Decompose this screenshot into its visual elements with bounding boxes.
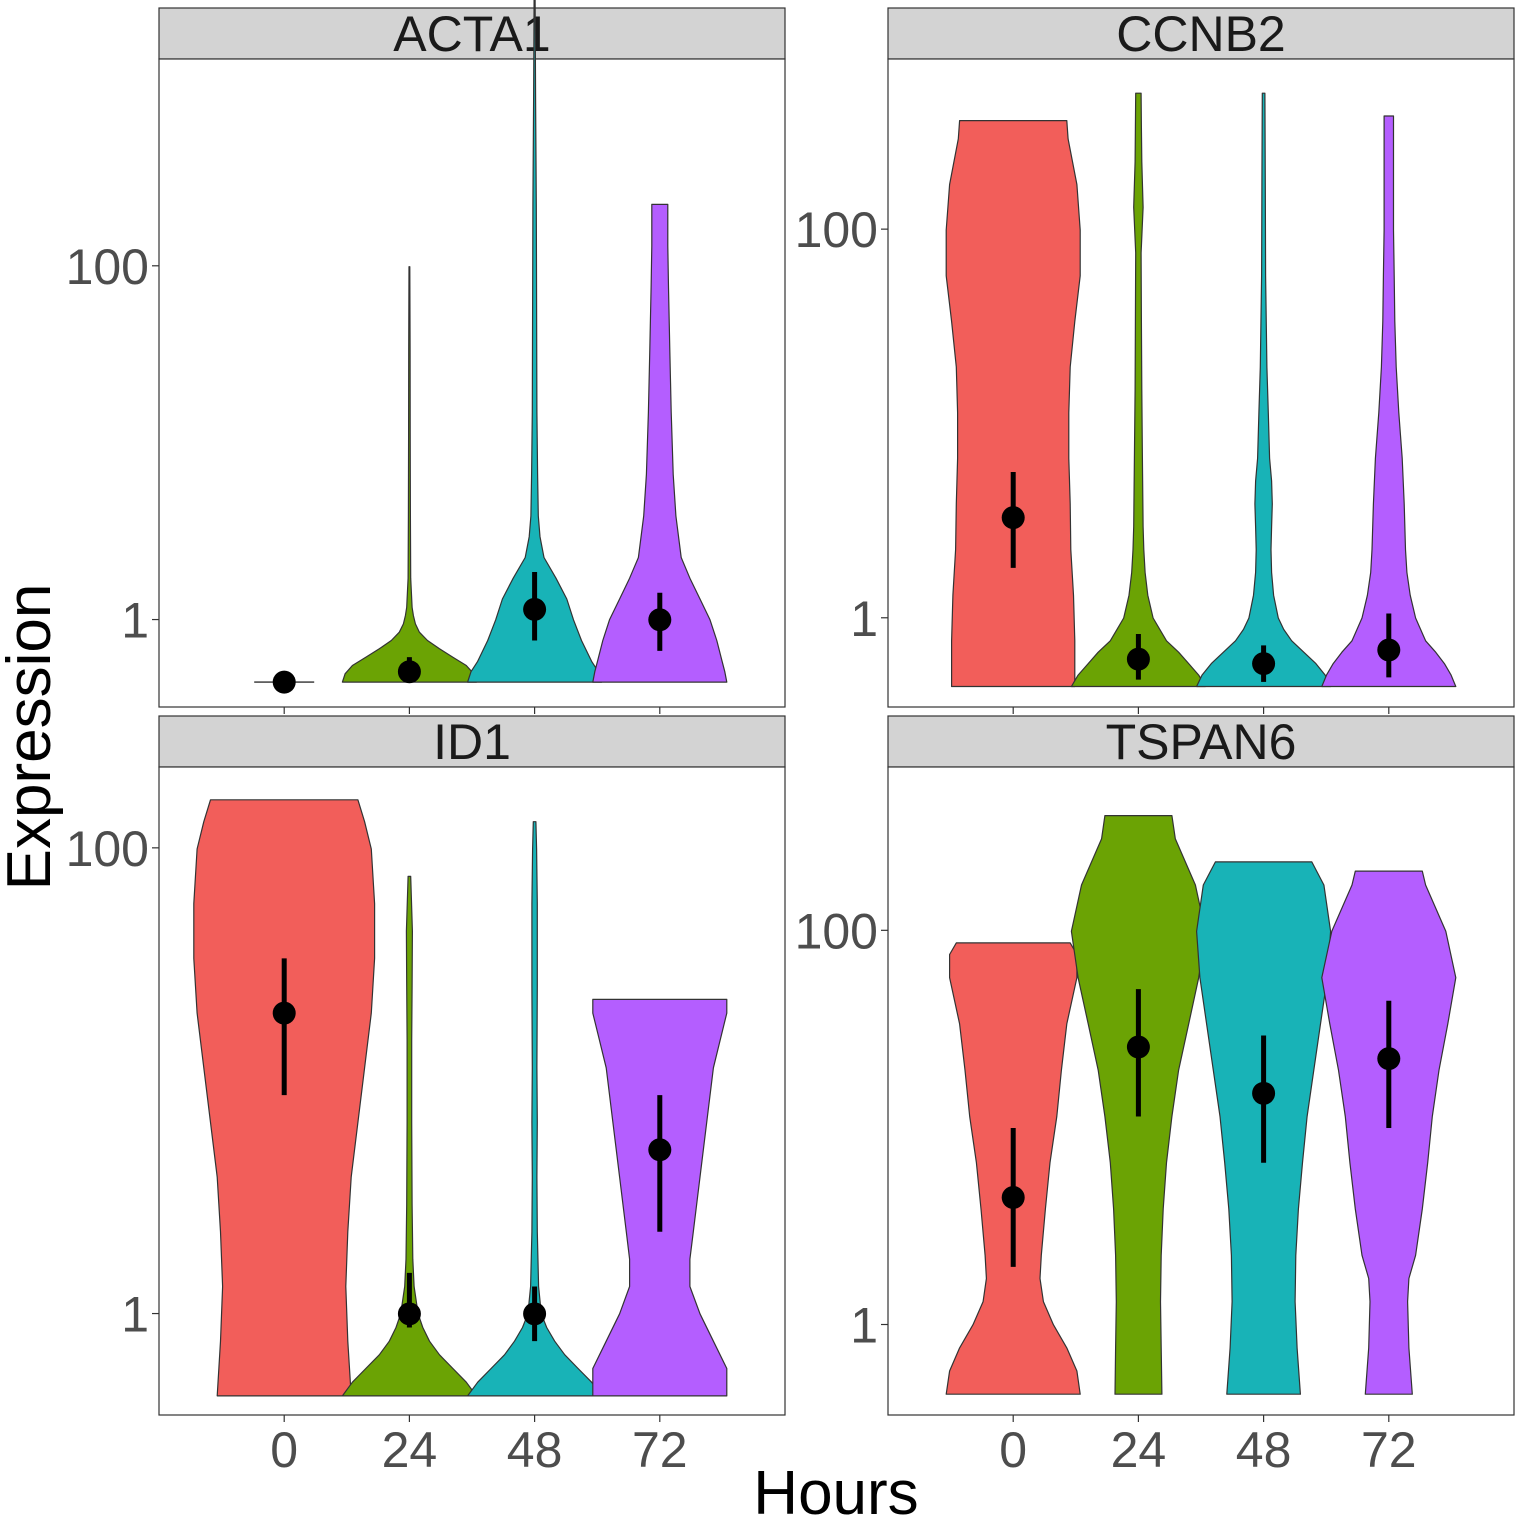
- x-tick-label: 72: [632, 1422, 688, 1478]
- y-tick-label: 1: [121, 593, 149, 649]
- x-tick-label: 0: [270, 1422, 298, 1478]
- violin-24: [341, 875, 477, 1397]
- summary-point-72: [1377, 1047, 1401, 1071]
- violin-72: [1321, 115, 1457, 688]
- violin-48: [467, 821, 603, 1397]
- x-axis-title: Hours: [753, 1459, 918, 1522]
- violin-48: [1195, 92, 1332, 688]
- summary-point-24: [1126, 1035, 1150, 1059]
- facet-title: ID1: [433, 714, 511, 770]
- violin-48: [467, 0, 603, 683]
- summary-point-24: [1126, 647, 1150, 671]
- summary-point-24: [397, 1302, 421, 1326]
- facet-panel-tspan6: TSPAN6 1 100 0 24 48 72: [795, 714, 1515, 1478]
- facet-strip: [158, 7, 786, 60]
- summary-point-48: [523, 597, 547, 621]
- summary-point-48: [1252, 1081, 1276, 1105]
- violin-0: [945, 119, 1081, 688]
- y-tick-label: 1: [850, 1298, 878, 1354]
- y-tick-label: 100: [795, 903, 878, 959]
- x-tick-label: 0: [999, 1422, 1027, 1478]
- y-tick-label: 100: [66, 239, 149, 295]
- violin-0: [193, 799, 376, 1397]
- x-tick-label: 24: [382, 1422, 438, 1478]
- summary-point-48: [523, 1302, 547, 1326]
- y-axis-title: Expression: [0, 584, 64, 891]
- summary-point-0: [1001, 506, 1025, 530]
- facet-strip: [158, 715, 786, 768]
- summary-point-0: [1001, 1185, 1025, 1209]
- violin-72: [592, 203, 728, 683]
- facet-title: TSPAN6: [1106, 714, 1297, 770]
- facet-strip: [887, 7, 1515, 60]
- summary-point-48: [1252, 652, 1276, 676]
- violin-24: [341, 266, 477, 683]
- y-tick-label: 1: [121, 1287, 149, 1343]
- x-tick-label: 24: [1111, 1422, 1167, 1478]
- y-tick-label: 100: [795, 202, 878, 258]
- facet-panel-ccnb2: CCNB2 1 100: [795, 6, 1515, 714]
- violin-24: [1070, 92, 1207, 688]
- x-tick-label: 48: [1236, 1422, 1292, 1478]
- panels-layer: ACTA1 1 100 CCNB2 1 100 ID1 1 100 0 24 48 72 TSPAN6 1 1…: [66, 0, 1515, 1478]
- summary-point-72: [1377, 638, 1401, 662]
- y-tick-label: 1: [850, 591, 878, 647]
- violin-72: [1321, 870, 1457, 1395]
- summary-point-0: [272, 670, 296, 694]
- x-tick-label: 48: [507, 1422, 563, 1478]
- x-tick-label: 72: [1361, 1422, 1417, 1478]
- facet-panel-id1: ID1 1 100 0 24 48 72: [66, 714, 786, 1478]
- summary-point-0: [272, 1001, 296, 1025]
- facet-title: CCNB2: [1116, 6, 1285, 62]
- summary-point-72: [648, 1138, 672, 1162]
- summary-point-72: [648, 608, 672, 632]
- summary-point-24: [397, 660, 421, 684]
- facet-strip: [887, 715, 1515, 768]
- facet-title: ACTA1: [393, 6, 550, 62]
- y-tick-label: 100: [66, 821, 149, 877]
- facet-panel-acta1: ACTA1 1 100: [66, 0, 786, 714]
